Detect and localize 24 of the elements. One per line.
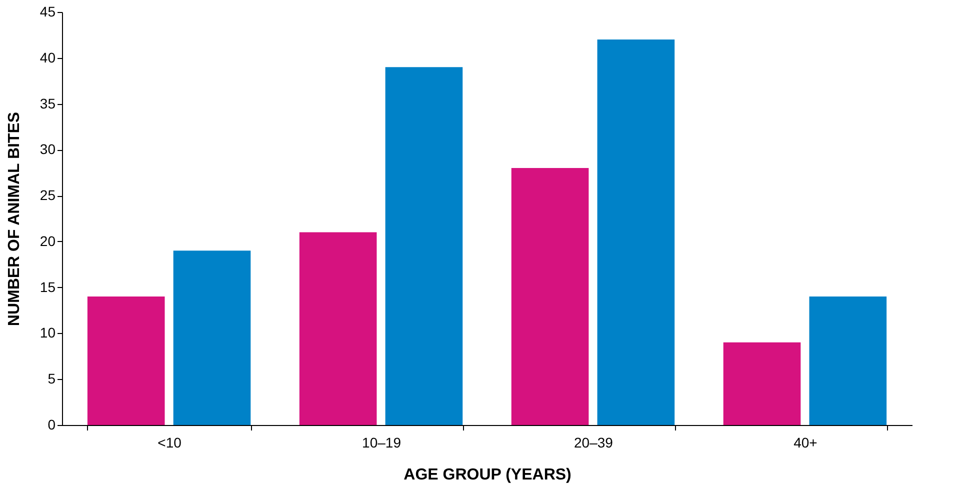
y-tick-label: 15 [40, 278, 56, 295]
bar [597, 40, 675, 425]
y-tick-label: 25 [40, 187, 56, 204]
y-tick-label: 40 [40, 49, 56, 66]
y-tick-label: 5 [48, 370, 56, 387]
y-tick-label: 45 [40, 4, 56, 20]
bar [385, 67, 463, 425]
x-tick-label: 10–19 [362, 434, 402, 450]
bar [511, 168, 589, 425]
y-axis-title: NUMBER OF ANIMAL BITES [6, 112, 23, 326]
y-tick-label: 20 [40, 232, 56, 249]
y-tick-label: 35 [40, 95, 56, 112]
bar [87, 296, 165, 425]
x-tick-label: <10 [158, 434, 182, 450]
bar [173, 250, 251, 425]
y-tick-label: 0 [48, 416, 56, 432]
bar [723, 342, 801, 425]
bar [299, 232, 377, 425]
x-tick-label: 40+ [794, 434, 818, 450]
x-tick-label: 20–39 [574, 434, 614, 450]
y-tick-label: 10 [40, 324, 56, 341]
x-axis-title: AGE GROUP (YEARS) [404, 466, 572, 484]
y-tick-label: 30 [40, 141, 56, 158]
bar [809, 296, 887, 425]
